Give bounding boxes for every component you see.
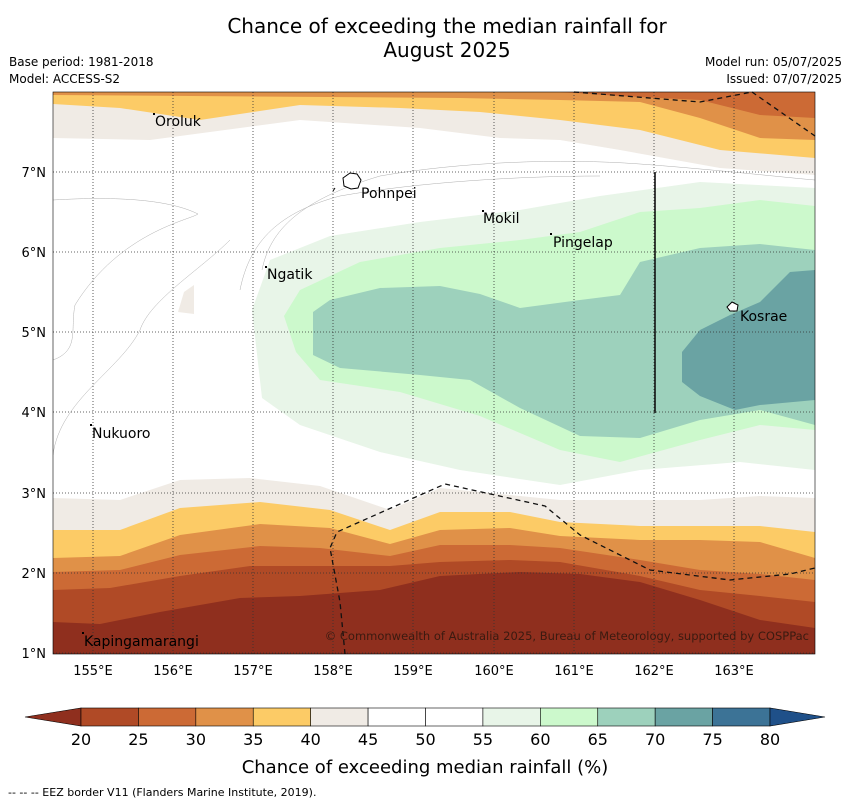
- place-kosrae: Kosrae: [740, 309, 787, 325]
- map-gridlines: [53, 92, 815, 654]
- lat-tick: 2°N: [22, 567, 47, 582]
- place-mokil: Mokil: [483, 211, 520, 227]
- ngatik-marker: [265, 266, 267, 268]
- colorbar-swatch: [138, 707, 197, 727]
- colorbar: 20 25 30 35 40 45 50 55 60 65 70 75 80 Chance of exc…: [24, 707, 826, 778]
- model-text: Model: ACCESS-S2: [9, 72, 121, 86]
- lon-tick: 160°E: [474, 664, 514, 679]
- colorbar-tick: 75: [702, 730, 722, 749]
- place-markers: [82, 113, 552, 634]
- colorbar-swatch: [310, 707, 369, 727]
- issued-text: Issued: 07/07/2025: [726, 72, 842, 86]
- pohnpei-islet: [332, 187, 336, 192]
- colorbar-swatch: [252, 707, 311, 727]
- lat-tick: 1°N: [22, 647, 47, 662]
- lat-tick: 7°N: [22, 166, 47, 181]
- eez-border: [329, 91, 816, 655]
- longitude-tick-labels: 155°E 156°E 157°E 158°E 159°E 160°E 161°…: [73, 664, 754, 679]
- kosrae-island-shape: [726, 301, 739, 312]
- place-labels: Oroluk Pohnpei Mokil Pingelap Ngatik Kos…: [84, 114, 787, 650]
- colorbar-swatch: [482, 707, 541, 727]
- map-frame: [52, 91, 816, 655]
- colorbar-extend-high: [769, 707, 826, 727]
- lat-tick: 3°N: [22, 487, 47, 502]
- title-line-1: Chance of exceeding the median rainfall …: [227, 14, 667, 38]
- model-run-text: Model run: 05/07/2025: [704, 55, 842, 69]
- rainfall-map: [53, 92, 815, 654]
- eez-footnote: -- -- -- EEZ border V11 (Flanders Marine…: [8, 786, 317, 799]
- run-info: Model run: 05/07/2025 Issued: 07/07/2025: [705, 54, 842, 88]
- colorbar-label: Chance of exceeding median rainfall (%): [242, 757, 609, 778]
- title-line-2: August 2025: [383, 38, 511, 62]
- lon-tick: 162°E: [634, 664, 674, 679]
- pingelap-marker: [550, 233, 552, 235]
- place-kapingamarangi: Kapingamarangi: [84, 634, 199, 650]
- lat-tick: 5°N: [22, 326, 47, 341]
- colorbar-swatch: [367, 707, 426, 727]
- colorbar-tick-labels: 20 25 30 35 40 45 50 55 60 65 70 75 80: [71, 730, 780, 749]
- colorbar-swatch: [80, 707, 139, 727]
- colorbar-tick: 55: [473, 730, 493, 749]
- lat-tick: 4°N: [22, 406, 47, 421]
- copyright-text: © Commonwealth of Australia 2025, Bureau…: [325, 629, 809, 643]
- pohnpei-island-shape: [342, 172, 362, 190]
- place-nukuoro: Nukuoro: [92, 426, 150, 442]
- colorbar-swatch: [654, 707, 713, 727]
- colorbar-tick: 35: [243, 730, 263, 749]
- nukuoro-marker: [90, 424, 92, 426]
- colorbar-tick: 30: [186, 730, 206, 749]
- place-oroluk: Oroluk: [155, 114, 202, 130]
- lat-tick: 6°N: [22, 246, 47, 261]
- colorbar-tick: 20: [71, 730, 91, 749]
- kapingamarangi-marker: [82, 632, 84, 634]
- colorbar-tick: 40: [300, 730, 320, 749]
- place-ngatik: Ngatik: [267, 267, 313, 283]
- place-pingelap: Pingelap: [553, 235, 613, 251]
- colorbar-swatches: [24, 707, 826, 727]
- colorbar-swatch: [425, 707, 484, 727]
- oroluk-marker: [153, 113, 155, 115]
- lon-tick: 155°E: [73, 664, 113, 679]
- colorbar-tick: 25: [128, 730, 148, 749]
- colorbar-extend-low: [24, 707, 82, 727]
- base-period-text: Base period: 1981-2018: [9, 55, 154, 69]
- colorbar-swatch: [712, 707, 771, 727]
- lon-tick: 156°E: [153, 664, 193, 679]
- lon-tick: 158°E: [313, 664, 353, 679]
- model-info: Base period: 1981-2018 Model: ACCESS-S2: [9, 54, 154, 88]
- map-title: Chance of exceeding the median rainfall …: [0, 14, 850, 62]
- colorbar-tick: 80: [760, 730, 780, 749]
- colorbar-swatch: [540, 707, 599, 727]
- colorbar-swatch: [597, 707, 656, 727]
- latitude-tick-labels: 7°N 6°N 5°N 4°N 3°N 2°N 1°N: [22, 166, 47, 662]
- colorbar-tick: 65: [588, 730, 608, 749]
- mokil-marker: [482, 210, 484, 212]
- lon-tick: 159°E: [393, 664, 433, 679]
- colorbar-tick: 60: [530, 730, 550, 749]
- colorbar-tick: 45: [358, 730, 378, 749]
- lon-tick: 157°E: [233, 664, 273, 679]
- lon-tick: 163°E: [714, 664, 754, 679]
- colorbar-swatch: [195, 707, 254, 727]
- lon-tick: 161°E: [554, 664, 594, 679]
- colorbar-tick: 70: [645, 730, 665, 749]
- place-pohnpei: Pohnpei: [361, 186, 417, 202]
- colorbar-tick: 50: [415, 730, 435, 749]
